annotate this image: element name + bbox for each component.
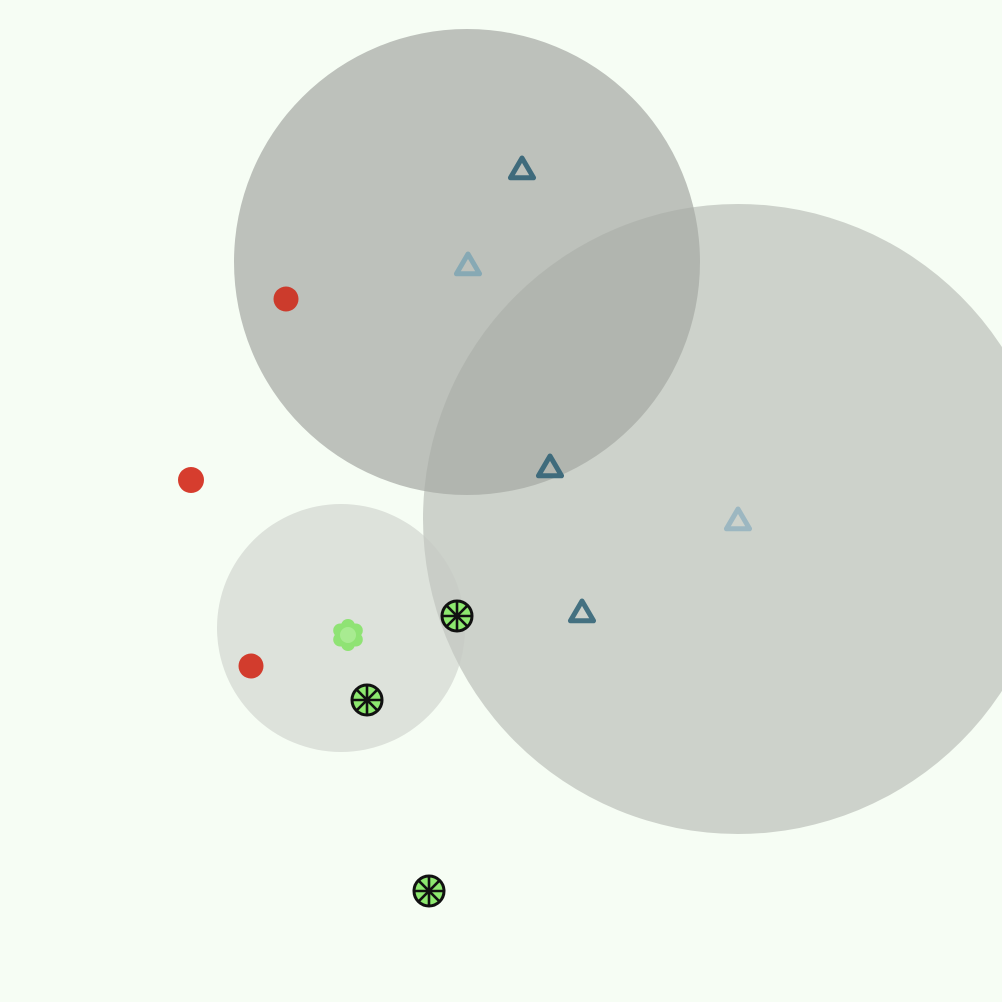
red-dot-2[interactable] (178, 467, 204, 493)
triangle-1-icon[interactable] (507, 155, 537, 181)
triangle-2-icon[interactable] (453, 251, 483, 277)
star-4-icon[interactable] (333, 619, 363, 651)
star-3-icon[interactable] (412, 874, 446, 908)
triangle-3-icon[interactable] (535, 453, 565, 479)
tokens-layer (178, 155, 753, 908)
star-2-icon[interactable] (350, 683, 384, 717)
red-dot-1[interactable] (273, 286, 299, 312)
zones-layer (217, 29, 1002, 834)
triangle-5-icon[interactable] (567, 598, 597, 624)
triangle-4-icon[interactable] (723, 506, 753, 532)
star-1-icon[interactable] (440, 599, 474, 633)
red-dot-3[interactable] (238, 653, 264, 679)
zone-right-circle (423, 204, 1002, 834)
